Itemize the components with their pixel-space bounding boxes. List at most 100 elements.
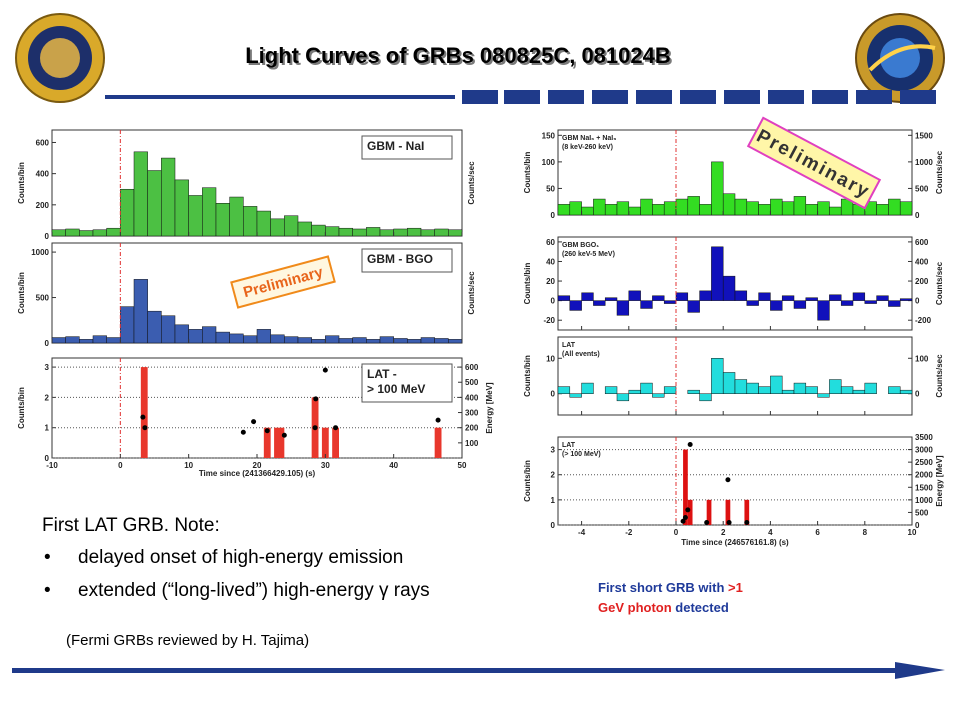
y2-tick-label: 0 bbox=[915, 521, 920, 530]
panel-label: (8 keV-260 keV) bbox=[562, 144, 613, 151]
y2-tick-label: 1500 bbox=[915, 131, 933, 140]
y-tick-label: 0 bbox=[45, 232, 50, 241]
histogram-bin bbox=[663, 300, 677, 304]
histogram-bin bbox=[675, 198, 689, 216]
count-bar bbox=[434, 427, 442, 458]
histogram-bin bbox=[829, 294, 842, 301]
photon-energy bbox=[685, 507, 691, 513]
y-tick-label: 100 bbox=[542, 158, 556, 167]
histogram-bin bbox=[243, 335, 258, 344]
histogram-bin bbox=[711, 161, 724, 216]
histogram-bin bbox=[593, 198, 606, 216]
y2-tick-label: 400 bbox=[915, 257, 929, 266]
x-tick-label: 30 bbox=[321, 461, 330, 470]
histogram-bin bbox=[675, 292, 689, 301]
y-tick-label: 500 bbox=[36, 294, 50, 303]
histogram-bin bbox=[758, 386, 771, 394]
count-bar bbox=[140, 367, 148, 458]
x-tick-label: 8 bbox=[863, 528, 868, 537]
histogram-bin bbox=[793, 382, 807, 394]
histogram-bin bbox=[829, 206, 842, 216]
histogram-bin bbox=[448, 229, 463, 237]
histogram-bin bbox=[65, 336, 80, 344]
histogram-bin bbox=[420, 337, 435, 344]
histogram-bin bbox=[734, 290, 748, 301]
histogram-bin bbox=[434, 228, 449, 237]
x-tick-label: 50 bbox=[458, 461, 467, 470]
y-tick-label: 150 bbox=[542, 131, 556, 140]
y2-axis-label: Counts/sec bbox=[935, 261, 944, 305]
histogram-bin bbox=[746, 201, 759, 216]
photon-energy bbox=[322, 367, 328, 373]
y2-axis-label: Energy [MeV] bbox=[935, 455, 944, 506]
count-bar bbox=[744, 499, 750, 525]
panel-label-box bbox=[361, 363, 453, 403]
histogram-bin bbox=[770, 300, 783, 311]
histogram-bin bbox=[92, 335, 107, 344]
histogram-bin bbox=[616, 393, 630, 402]
panel-label: (All events) bbox=[562, 351, 600, 358]
y2-axis-label: Counts/sec bbox=[935, 150, 944, 194]
y-axis-label: Counts/bin bbox=[523, 355, 532, 397]
note-part: detected bbox=[675, 600, 729, 615]
y-tick-label: 2 bbox=[45, 393, 50, 402]
y-tick-label: 60 bbox=[546, 238, 555, 247]
histogram-bin bbox=[581, 292, 594, 301]
panel-label: (> 100 MeV) bbox=[562, 451, 601, 458]
photon-energy bbox=[240, 429, 246, 435]
y-tick-label: 1 bbox=[551, 496, 556, 505]
y2-tick-label: 600 bbox=[465, 363, 479, 372]
histogram-bin bbox=[297, 221, 312, 237]
histogram-bin bbox=[840, 386, 854, 394]
histogram-bin bbox=[270, 334, 285, 344]
histogram-bin bbox=[876, 295, 889, 301]
histogram-bin bbox=[434, 338, 449, 344]
y-axis-label: Counts/bin bbox=[523, 152, 532, 194]
histogram-bin bbox=[284, 336, 299, 344]
histogram-bin bbox=[202, 326, 217, 344]
histogram-bin bbox=[864, 382, 877, 394]
y2-tick-label: 100 bbox=[465, 439, 479, 448]
panel-label-box bbox=[361, 135, 453, 160]
histogram-bin bbox=[256, 210, 271, 237]
histogram-bin bbox=[379, 336, 394, 344]
histogram-bin bbox=[699, 290, 712, 301]
histogram-bin bbox=[366, 227, 381, 237]
photon-energy bbox=[312, 425, 318, 431]
panel-label: GBM - BGO bbox=[367, 252, 433, 266]
histogram-bin bbox=[311, 224, 326, 237]
x-tick-label: 10 bbox=[908, 528, 917, 537]
y-tick-label: 0 bbox=[551, 521, 556, 530]
histogram-bin bbox=[687, 389, 700, 394]
x-tick-label: -2 bbox=[625, 528, 633, 537]
photon-energy bbox=[313, 396, 319, 402]
histogram-bin bbox=[338, 227, 353, 237]
y-axis-label: Counts/bin bbox=[17, 272, 26, 314]
histogram-bin bbox=[817, 201, 830, 216]
histogram-bin bbox=[174, 179, 189, 237]
photon-energy bbox=[687, 442, 693, 448]
note-part: GeV photon bbox=[598, 600, 672, 615]
y-tick-label: 1 bbox=[45, 424, 50, 433]
histogram-bin bbox=[817, 393, 830, 398]
y2-tick-label: 0 bbox=[915, 297, 920, 306]
histogram-bin bbox=[325, 226, 340, 237]
count-bar bbox=[725, 499, 731, 525]
notes-heading: First LAT GRB. Note: bbox=[42, 515, 220, 536]
y2-tick-label: 1000 bbox=[915, 158, 933, 167]
histogram-bin bbox=[106, 227, 121, 237]
histogram-bin bbox=[557, 204, 571, 216]
histogram-bin bbox=[65, 228, 80, 237]
y-tick-label: 10 bbox=[546, 354, 555, 363]
histogram-bin bbox=[174, 324, 189, 344]
histogram-bin bbox=[770, 375, 783, 394]
histogram-bin bbox=[628, 290, 641, 301]
title-shadow: Light Curves of GRBs 080825C, 081024B bbox=[247, 45, 673, 70]
y2-tick-label: 500 bbox=[465, 378, 479, 387]
nrl-logo bbox=[15, 13, 105, 103]
histogram-bin bbox=[781, 295, 795, 301]
y-tick-label: 600 bbox=[36, 138, 50, 147]
histogram-bin bbox=[640, 300, 653, 309]
histogram-bin bbox=[852, 292, 866, 301]
y-tick-label: 0 bbox=[551, 211, 556, 220]
